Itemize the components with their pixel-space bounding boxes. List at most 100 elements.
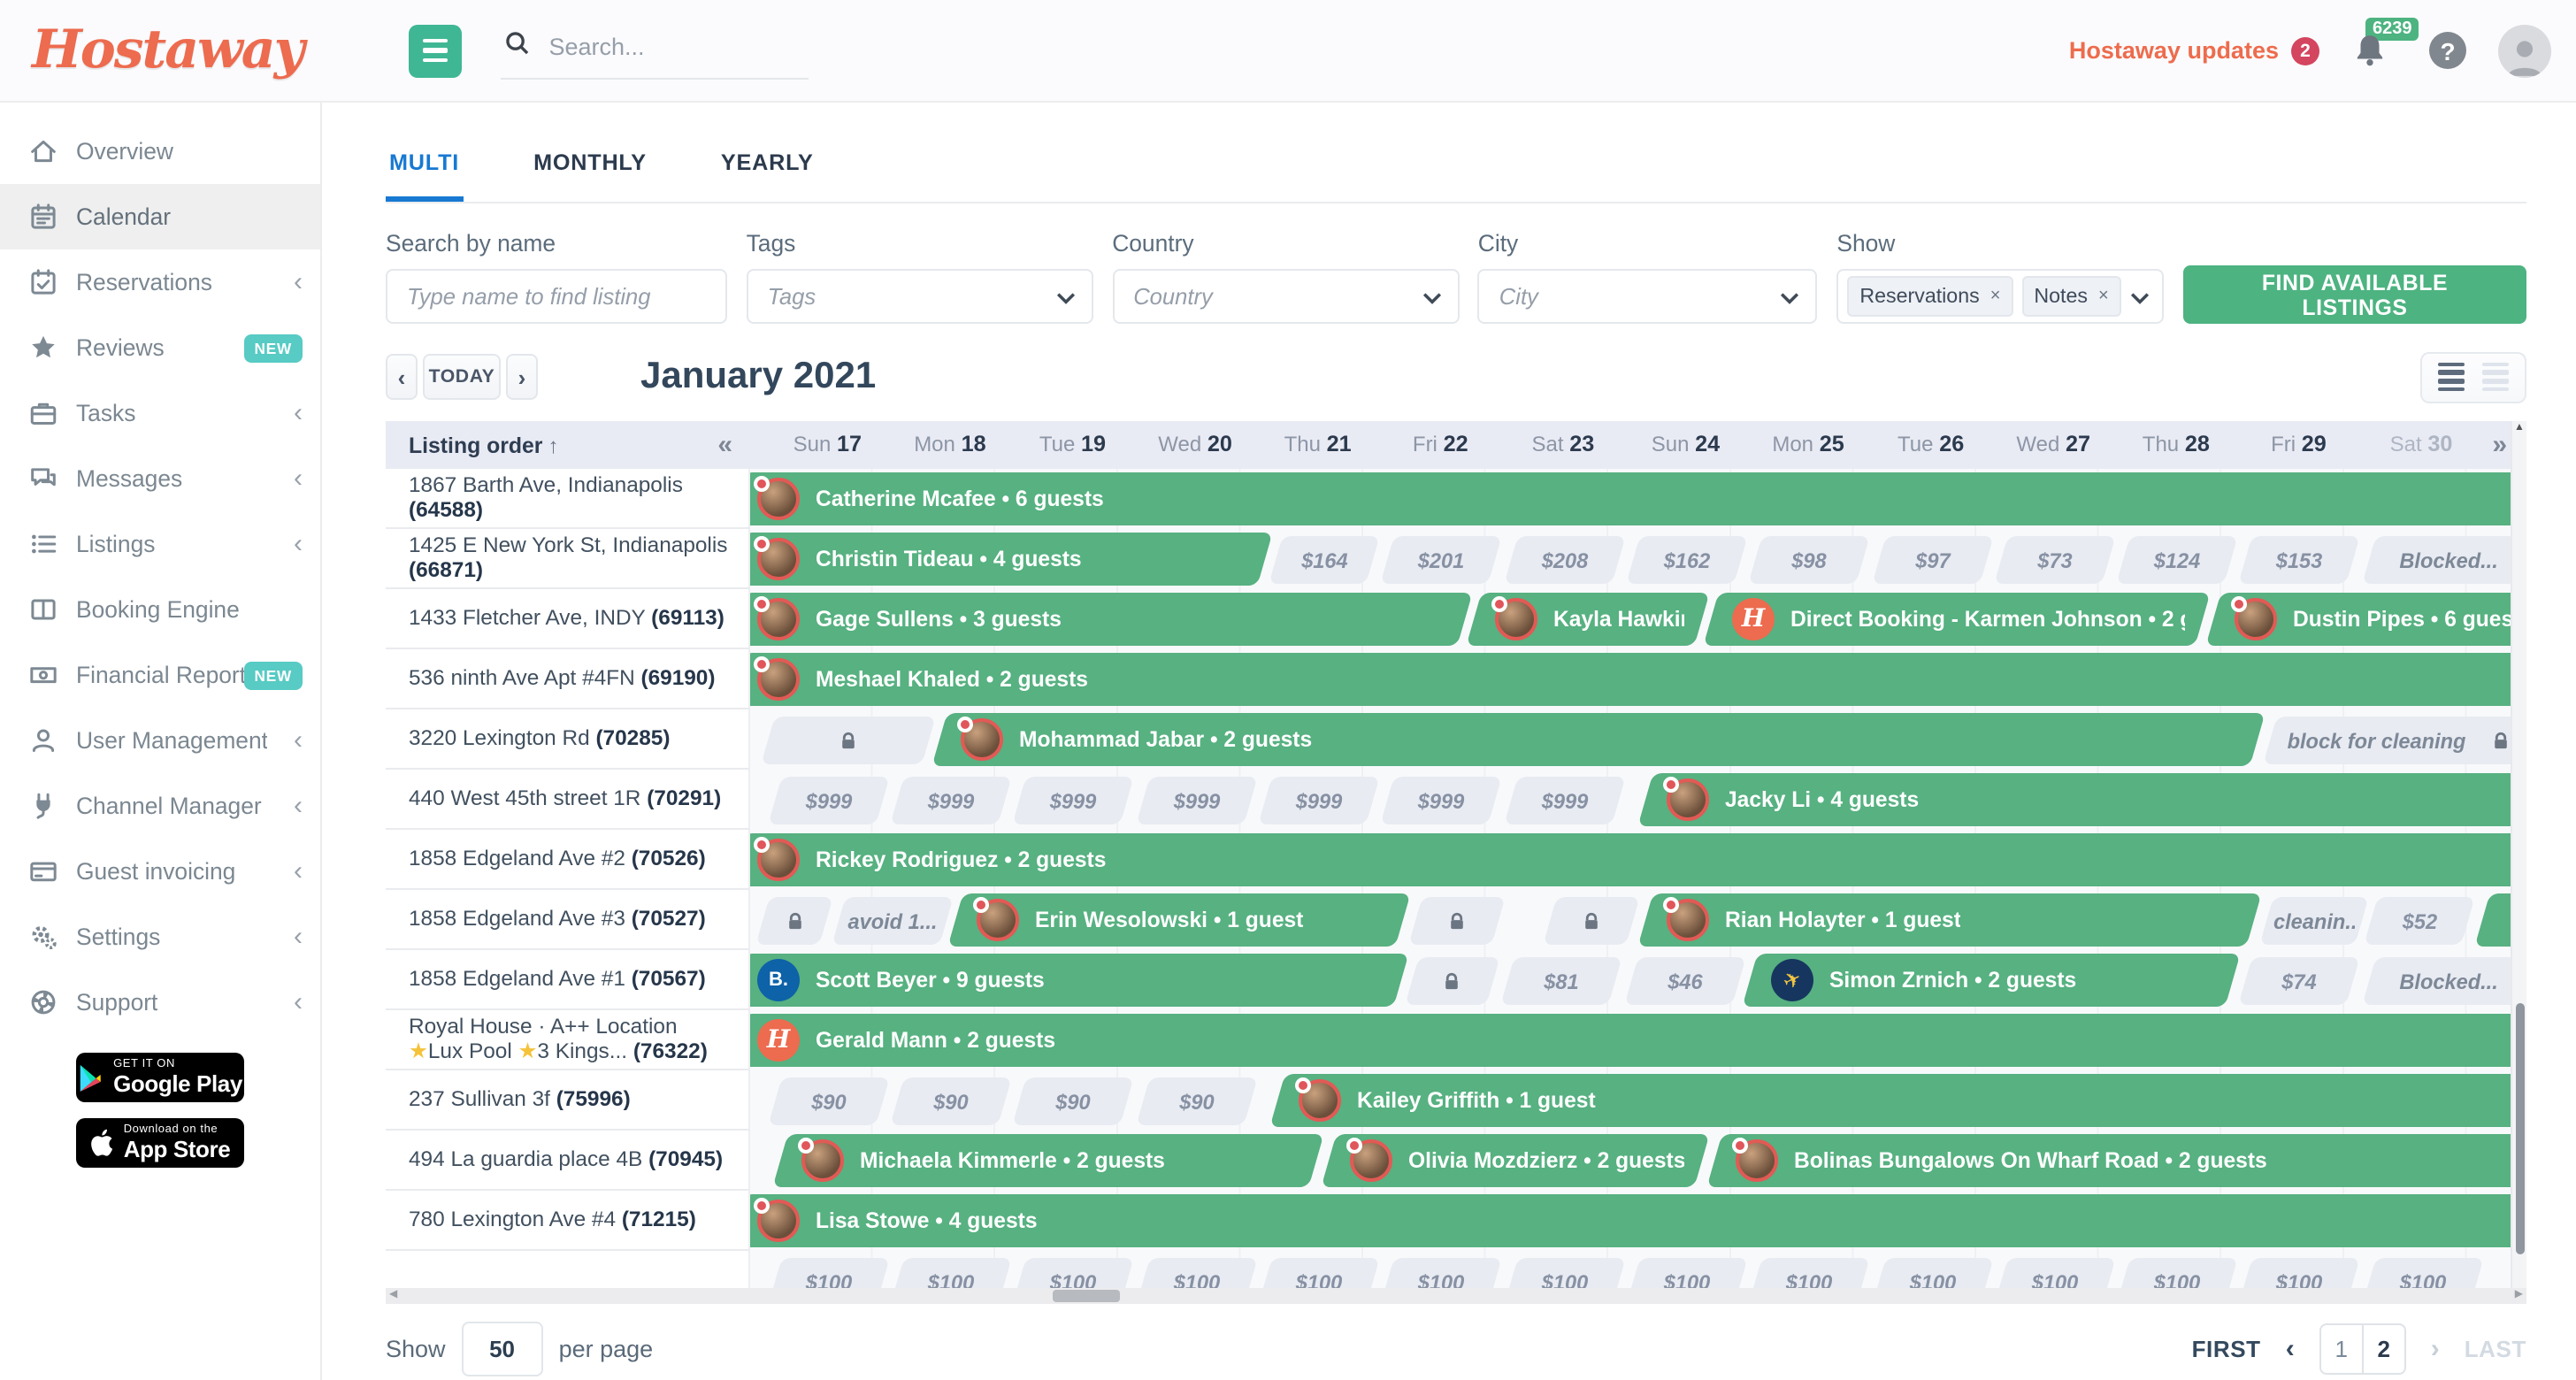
listing-name[interactable]: 536 ninth Ave Apt #4FN (69190) (386, 649, 750, 709)
price-cell[interactable]: $100 (767, 1257, 890, 1288)
compact-view-icon[interactable] (2481, 362, 2509, 392)
price-cell[interactable]: $999 (1258, 776, 1380, 824)
sidebar-item-channel-manager[interactable]: Channel Manager ‹ (0, 773, 320, 839)
price-cell[interactable]: $100 (1258, 1257, 1380, 1288)
reservation-bar[interactable]: H Gerald Mann • 2 guests (750, 1014, 2511, 1067)
prev-month-button[interactable]: ‹ (386, 354, 418, 400)
scroll-up-arrow-icon[interactable]: ▲ (2514, 423, 2525, 433)
price-cell[interactable]: $201 (1380, 535, 1503, 583)
country-input[interactable] (1130, 281, 1422, 311)
search-by-name-input[interactable] (403, 281, 709, 311)
price-cell[interactable]: $100 (1013, 1257, 1135, 1288)
user-avatar[interactable] (2498, 24, 2551, 77)
sidebar-item-reservations[interactable]: Reservations ‹ (0, 249, 320, 315)
hamburger-menu-button[interactable] (409, 24, 463, 77)
sidebar-item-overview[interactable]: Overview (0, 119, 320, 184)
scroll-left-icon[interactable]: « (717, 430, 732, 460)
listing-name[interactable]: 494 La guardia place 4B (70945) (386, 1131, 750, 1191)
price-cell[interactable]: $100 (1993, 1257, 2116, 1288)
reservation-bar[interactable]: Jacky Li • 4 guests (1637, 773, 2511, 826)
price-cell[interactable]: $100 (1871, 1257, 1993, 1288)
sidebar-item-tasks[interactable]: Tasks ‹ (0, 380, 320, 446)
hostaway-logo[interactable]: Hostaway (32, 19, 305, 81)
reservation-bar[interactable]: Kayla Hawkins • 5 (1466, 593, 1710, 646)
view-toggle[interactable] (2420, 351, 2526, 402)
price-cell[interactable]: $100 (1748, 1257, 1871, 1288)
reservation-bar[interactable]: Christin Tideau • 4 guests (750, 533, 1273, 586)
listing-name[interactable]: 3220 Lexington Rd (70285) (386, 709, 750, 770)
pagination-page-1[interactable]: 1 (2334, 1336, 2348, 1362)
price-cell[interactable]: $100 (1135, 1257, 1258, 1288)
reservation-bar[interactable]: Mohammad Jabar • 2 guests (932, 713, 2266, 766)
listing-name[interactable]: 1858 Edgeland Ave #2 (70526) (386, 830, 750, 890)
reservation-bar[interactable]: Michaela Kimmerle • 2 guests (773, 1134, 1324, 1187)
price-cell[interactable]: $100 (2116, 1257, 2238, 1288)
listing-order-sort[interactable]: Listing order (409, 433, 543, 457)
blocked-cell[interactable] (1405, 956, 1500, 1004)
remove-chip-icon[interactable]: × (1990, 287, 2001, 306)
price-cell[interactable]: $999 (1380, 776, 1503, 824)
listing-name[interactable]: 440 West 45th street 1R (70291) (386, 770, 750, 830)
listing-name[interactable] (386, 1251, 750, 1288)
sidebar-item-listings[interactable]: Listings ‹ (0, 511, 320, 577)
blocked-cell[interactable] (1542, 896, 1640, 944)
scroll-right-arrow-icon[interactable]: ▶ (2514, 1290, 2523, 1300)
reservation-bar[interactable]: Rickey Rodriguez • 2 guests (750, 833, 2511, 886)
reservation-bar[interactable]: B. Scott Beyer • 9 guests (750, 954, 1408, 1007)
city-input[interactable] (1495, 281, 1781, 311)
country-select[interactable] (1112, 269, 1460, 324)
reservation-bar[interactable]: Dustin Pipes • 6 guests (2204, 593, 2511, 646)
price-cell[interactable]: $162 (1626, 535, 1748, 583)
price-cell[interactable]: $73 (1993, 535, 2116, 583)
price-cell[interactable]: $999 (890, 776, 1012, 824)
blocked-cell[interactable] (762, 716, 938, 763)
tab-monthly[interactable]: MONTHLY (533, 150, 647, 175)
price-cell[interactable]: $100 (890, 1257, 1012, 1288)
sidebar-item-settings[interactable]: Settings ‹ (0, 904, 320, 970)
price-cell[interactable]: $100 (1626, 1257, 1748, 1288)
price-cell[interactable]: $124 (2116, 535, 2238, 583)
reservation-bar[interactable]: Lisa Stowe • 4 guests (750, 1194, 2511, 1247)
today-button[interactable]: TODAY (423, 354, 501, 400)
listing-name[interactable]: 1858 Edgeland Ave #1 (70567) (386, 950, 750, 1010)
price-cell[interactable]: $52 (2364, 896, 2476, 944)
reservation-bar[interactable]: Olivia Mozdzierz • 2 guests (1321, 1134, 1710, 1187)
pagination-prev[interactable]: ‹ (2285, 1334, 2295, 1364)
price-cell[interactable]: $100 (2361, 1257, 2484, 1288)
note-cell[interactable]: cleanin... (2258, 896, 2368, 944)
listing-name[interactable]: 780 Lexington Ave #4 (71215) (386, 1191, 750, 1251)
note-cell[interactable]: block for cleaning (2263, 716, 2511, 763)
price-cell[interactable]: $90 (1013, 1077, 1135, 1124)
price-cell[interactable]: $999 (1503, 776, 1625, 824)
blocked-cell[interactable] (1407, 896, 1506, 944)
price-cell[interactable]: $46 (1623, 956, 1745, 1004)
reservation-bar[interactable]: Rian Holayter • 1 guest (1637, 893, 2263, 947)
price-cell[interactable]: $164 (1268, 535, 1380, 583)
reservation-bar[interactable] (2473, 893, 2511, 947)
pagination-page-2[interactable]: 2 (2361, 1325, 2404, 1373)
price-cell[interactable]: $90 (1135, 1077, 1258, 1124)
listing-name[interactable]: Royal House · A++ Location ★Lux Pool ★3 … (386, 1010, 750, 1070)
sidebar-item-messages[interactable]: Messages ‹ (0, 446, 320, 511)
price-cell[interactable]: $208 (1503, 535, 1625, 583)
price-cell[interactable]: $90 (767, 1077, 890, 1124)
price-cell[interactable]: $153 (2239, 535, 2361, 583)
find-available-listings-button[interactable]: FIND AVAILABLE LISTINGS (2182, 265, 2526, 324)
sidebar-item-guest-invoicing[interactable]: Guest invoicing ‹ (0, 839, 320, 904)
reservation-bar[interactable]: H Direct Booking - Karmen Johnson • 2 gu.… (1703, 593, 2211, 646)
price-cell[interactable]: $100 (1503, 1257, 1625, 1288)
blocked-cell[interactable] (755, 896, 833, 944)
city-select[interactable] (1477, 269, 1818, 324)
sidebar-item-support[interactable]: Support ‹ (0, 970, 320, 1035)
horizontal-scrollbar[interactable]: ◀ ▶ (386, 1288, 2526, 1304)
app-store-badge[interactable]: Download on the App Store (76, 1118, 244, 1168)
price-cell[interactable]: $100 (2239, 1257, 2361, 1288)
vertical-scroll-thumb[interactable] (2515, 1003, 2524, 1254)
reservation-bar[interactable]: Bolinas Bungalows On Wharf Road • 2 gues… (1706, 1134, 2511, 1187)
tags-input[interactable] (763, 281, 1056, 311)
help-icon[interactable]: ? (2429, 32, 2466, 69)
horizontal-scroll-thumb[interactable] (1053, 1290, 1120, 1302)
reservation-bar[interactable]: ✈ Simon Zrnich • 2 guests (1743, 954, 2242, 1007)
remove-chip-icon[interactable]: × (2098, 287, 2109, 306)
sidebar-item-calendar[interactable]: Calendar (0, 184, 320, 249)
